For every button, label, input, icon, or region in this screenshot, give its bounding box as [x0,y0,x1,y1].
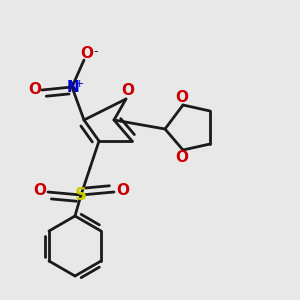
Text: O: O [116,183,129,198]
Text: +: + [75,79,84,89]
Text: O: O [175,90,188,105]
Text: O: O [33,183,46,198]
Text: O: O [121,83,134,98]
Text: O: O [175,150,188,165]
Text: O: O [28,82,41,97]
Text: -: - [93,45,98,58]
Text: S: S [75,186,87,204]
Text: O: O [80,46,94,61]
Text: N: N [67,80,80,94]
